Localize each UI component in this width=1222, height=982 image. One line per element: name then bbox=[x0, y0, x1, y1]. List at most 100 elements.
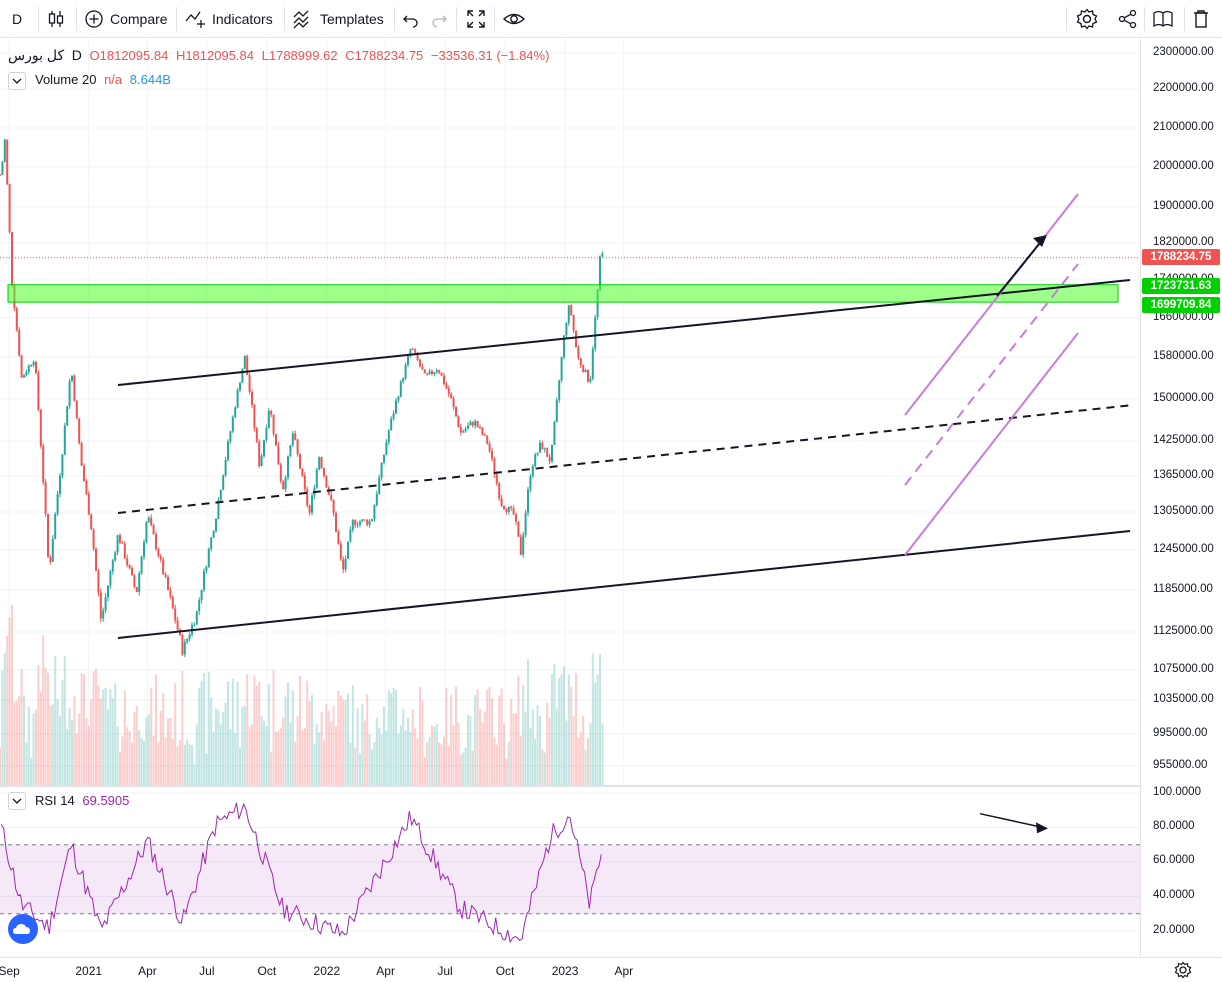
volume-bar bbox=[291, 690, 294, 785]
candle-body bbox=[279, 464, 282, 482]
time-axis[interactable]: Sep 2021 Apr Jul Oct 2022 Apr Jul Oct 2023 Apr bbox=[0, 957, 1222, 982]
price-chart[interactable] bbox=[0, 39, 1140, 785]
volume-bar bbox=[263, 720, 265, 785]
candle-body bbox=[1, 162, 4, 176]
volume-bar bbox=[327, 710, 330, 785]
undo-button[interactable] bbox=[402, 0, 420, 38]
volume-bar bbox=[363, 720, 366, 785]
hide-drawings-button[interactable] bbox=[502, 0, 526, 38]
volume-bar bbox=[462, 752, 465, 785]
candle-body bbox=[236, 390, 239, 408]
volume-bar bbox=[164, 737, 167, 785]
candle-body bbox=[44, 482, 47, 514]
volume-bar bbox=[78, 713, 81, 785]
rising-channel-upper bbox=[904, 193, 1079, 416]
candle-body bbox=[349, 529, 352, 542]
rsi-label[interactable]: RSI 14 bbox=[35, 793, 75, 808]
price-tick-label: 1900000.00 bbox=[1153, 200, 1214, 212]
volume-bar bbox=[414, 728, 417, 785]
volume-bar bbox=[20, 668, 23, 785]
compare-button[interactable]: Compare bbox=[84, 0, 168, 38]
rsi-tick-label: 80.0000 bbox=[1153, 820, 1195, 832]
price-axis[interactable]: 2300000.00 2200000.00 2100000.00 2000000.00… bbox=[1140, 39, 1222, 957]
share-button[interactable] bbox=[1118, 0, 1138, 38]
candle-body bbox=[325, 475, 328, 488]
delete-button[interactable] bbox=[1192, 0, 1210, 38]
main-chart-pane[interactable]: کل بورس D O1812095.84 H1812095.84 L17889… bbox=[0, 39, 1140, 785]
candle-body bbox=[421, 366, 424, 370]
volume-bar bbox=[18, 696, 21, 785]
volume-bar bbox=[71, 720, 73, 785]
templates-button[interactable]: Templates bbox=[292, 0, 384, 38]
pane-divider[interactable] bbox=[0, 785, 1222, 787]
volume-bar bbox=[534, 738, 537, 785]
volume-bar bbox=[361, 704, 364, 785]
candle-body bbox=[594, 317, 597, 349]
chart-type-button[interactable] bbox=[46, 0, 66, 38]
indicators-button[interactable]: Indicators bbox=[184, 0, 273, 38]
candle-body bbox=[0, 175, 1, 176]
candle-body bbox=[445, 384, 448, 389]
price-tick-label: 2100000.00 bbox=[1153, 121, 1214, 133]
volume-bar bbox=[27, 706, 30, 785]
symbol-name[interactable]: کل بورس bbox=[8, 47, 65, 63]
candle-body bbox=[591, 348, 594, 379]
candle-body bbox=[524, 512, 527, 535]
candle-body bbox=[589, 378, 592, 382]
volume-bar bbox=[447, 745, 450, 785]
candle-body bbox=[522, 534, 525, 555]
volume-bar bbox=[515, 712, 517, 785]
volume-label[interactable]: Volume 20 bbox=[35, 72, 97, 87]
tradingview-logo[interactable] bbox=[8, 914, 38, 944]
share-icon bbox=[1118, 9, 1137, 29]
candle-body bbox=[546, 448, 549, 457]
candle-body bbox=[416, 352, 419, 360]
volume-bar bbox=[191, 744, 193, 785]
volume-bar bbox=[186, 739, 189, 785]
volume-bar bbox=[224, 702, 227, 785]
collapse-rsi-legend-button[interactable] bbox=[8, 792, 26, 810]
volume-bar bbox=[435, 723, 438, 785]
volume-bar bbox=[246, 674, 249, 785]
volume-bar bbox=[481, 722, 484, 785]
candle-body bbox=[308, 505, 311, 513]
gear-icon bbox=[1076, 8, 1098, 30]
volume-bar bbox=[181, 671, 184, 785]
volume-bar bbox=[579, 731, 582, 785]
candle-body bbox=[414, 349, 417, 353]
fullscreen-button[interactable] bbox=[466, 0, 486, 38]
volume-bar bbox=[375, 717, 378, 785]
candle-body bbox=[143, 542, 145, 557]
collapse-legend-button[interactable] bbox=[8, 72, 26, 90]
candle-body bbox=[241, 369, 244, 384]
volume-bar bbox=[419, 687, 421, 785]
volume-bar bbox=[342, 699, 345, 785]
volume-bar bbox=[294, 741, 297, 785]
candle-body bbox=[200, 589, 203, 601]
publish-idea-button[interactable] bbox=[1152, 0, 1174, 38]
axis-settings-button[interactable] bbox=[1174, 961, 1192, 982]
volume-bar bbox=[438, 742, 441, 785]
candle-body bbox=[114, 552, 117, 561]
candle-body bbox=[570, 305, 573, 315]
volume-bar bbox=[183, 744, 186, 785]
settings-button[interactable] bbox=[1076, 0, 1098, 38]
time-tick-label: 2022 bbox=[313, 964, 341, 978]
candle-body bbox=[483, 434, 486, 436]
redo-button[interactable] bbox=[430, 0, 448, 38]
interval-label: D bbox=[12, 11, 23, 27]
candle-body bbox=[354, 519, 357, 526]
fullscreen-icon bbox=[467, 10, 485, 28]
volume-bar bbox=[479, 709, 481, 785]
interval-button[interactable]: D bbox=[12, 0, 22, 38]
rsi-pane[interactable]: RSI 14 69.5905 bbox=[0, 787, 1140, 957]
candle-body bbox=[351, 519, 354, 530]
rsi-chart[interactable] bbox=[0, 787, 1140, 957]
support-resistance-zone bbox=[7, 284, 1119, 303]
volume-bar bbox=[162, 692, 165, 785]
time-tick-label: Jul bbox=[199, 964, 215, 978]
candle-body bbox=[167, 576, 169, 590]
volume-bar bbox=[431, 725, 433, 785]
volume-bar bbox=[402, 708, 405, 785]
candle-body bbox=[438, 370, 441, 373]
